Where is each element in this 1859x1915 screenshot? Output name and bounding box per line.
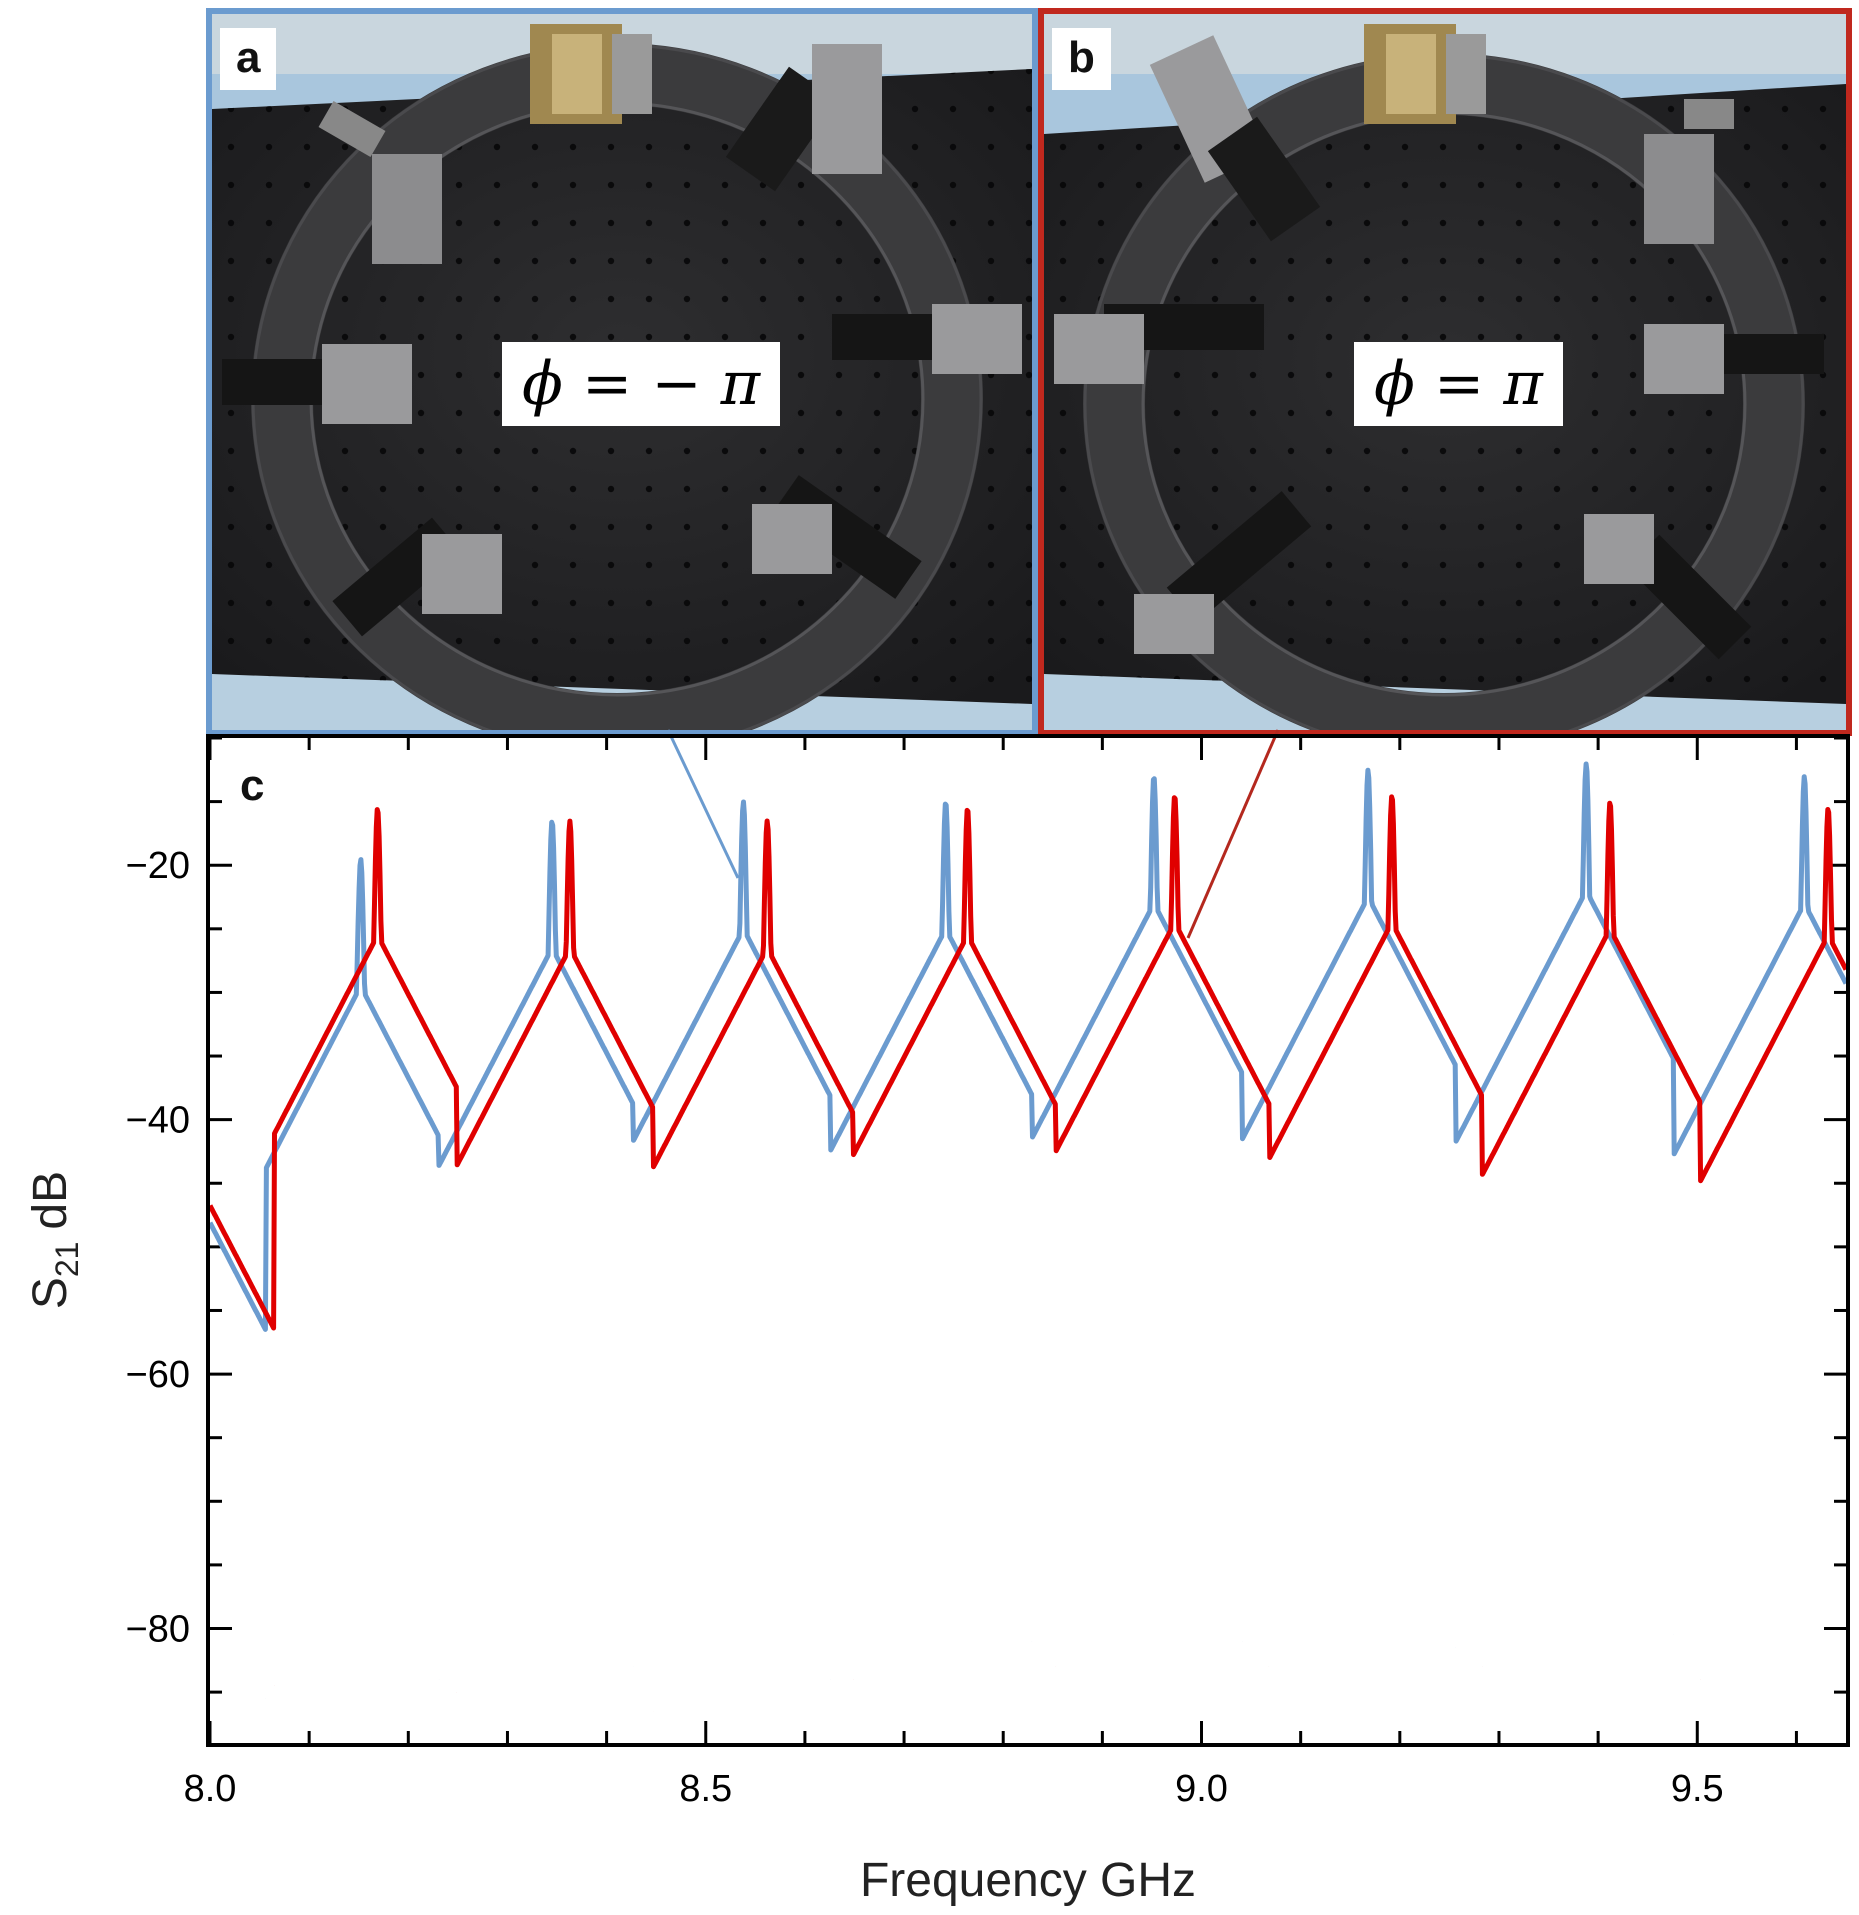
x-tick-label: 8.0: [184, 1768, 237, 1810]
phase-label-b: ϕ = π: [1354, 342, 1563, 426]
x-tick-label: 9.5: [1671, 1768, 1724, 1810]
phase-label-a: ϕ = − π: [502, 342, 781, 426]
y-axis-title: S21 dB: [24, 1171, 85, 1309]
y-axis-title-unit: dB: [24, 1171, 77, 1230]
panel-label-c: c: [224, 756, 281, 818]
ring-resonator-photo-a: [212, 14, 1032, 730]
connector-a: [666, 729, 740, 879]
y-tick-label: −80: [126, 1609, 190, 1651]
axis-ticks: [208, 736, 1846, 1743]
y-axis-title-subscript: 21: [49, 1242, 85, 1278]
series-layer: [207, 761, 1849, 1712]
x-axis-title: Frequency GHz: [860, 1854, 1196, 1907]
photo-panel-b: b ϕ = π: [1038, 8, 1852, 736]
y-tick-label: −40: [126, 1100, 190, 1142]
plot-frame: [206, 734, 1850, 1747]
series-line-2: [207, 794, 1849, 1331]
y-axis-title-main: S: [24, 1277, 77, 1309]
x-tick-label: 8.5: [679, 1768, 732, 1810]
series-line-1: [207, 761, 1849, 1332]
y-tick-label: −20: [126, 845, 190, 887]
tick-labels: 8.0 8.5 9.0 9.5 −20 −40 −60 −80: [126, 845, 1724, 1810]
panel-label-a: a: [220, 28, 277, 90]
x-tick-label: 9.0: [1175, 1768, 1228, 1810]
photo-panel-a: a ϕ = − π: [206, 8, 1038, 736]
connector-lines: [666, 729, 1280, 939]
connector-b: [1186, 729, 1280, 939]
panel-label-b: b: [1052, 28, 1111, 90]
y-tick-label: −60: [126, 1354, 190, 1396]
